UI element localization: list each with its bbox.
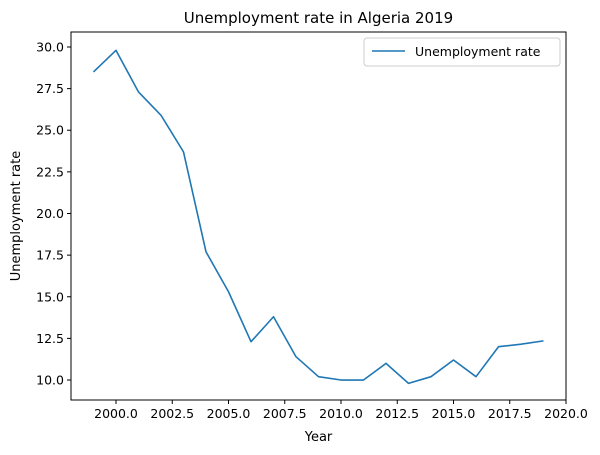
x-axis-ticks: 2000.0 2002.5 2005.0 2007.5 2010.0 2012.5 2015… [94, 400, 588, 421]
x-tick-label: 2010.0 [319, 406, 363, 421]
x-tick-label: 2012.5 [375, 406, 419, 421]
y-tick-label: 12.5 [36, 331, 64, 346]
x-axis-label: Year [304, 430, 333, 445]
legend-label-unemployment-rate: Unemployment rate [415, 44, 541, 59]
y-axis-label: Unemployment rate [9, 151, 24, 281]
plot-area-frame [70, 31, 567, 401]
y-tick-label: 25.0 [36, 123, 64, 138]
y-tick-label: 20.0 [36, 206, 64, 221]
chart-title: Unemployment rate in Algeria 2019 [184, 9, 453, 27]
y-tick-label: 22.5 [36, 164, 64, 179]
x-tick-label: 2000.0 [94, 406, 138, 421]
x-tick-label: 2005.0 [207, 406, 251, 421]
y-tick-label: 10.0 [36, 373, 64, 388]
series-line-unemployment-rate [92, 49, 544, 385]
x-tick-label: 2020.0 [544, 406, 588, 421]
x-tick-label: 2017.5 [488, 406, 532, 421]
y-tick-label: 27.5 [36, 81, 64, 96]
legend: Unemployment rate [363, 37, 561, 67]
x-tick-label: 2002.5 [150, 406, 194, 421]
y-tick-label: 17.5 [36, 248, 64, 263]
y-tick-label: 15.0 [36, 289, 64, 304]
legend-box [363, 37, 561, 67]
y-tick-label: 30.0 [36, 39, 64, 54]
x-tick-label: 2015.0 [432, 406, 476, 421]
x-tick-label: 2007.5 [263, 406, 307, 421]
y-axis-ticks: 10.0 12.5 15.0 17.5 20.0 22.5 25.0 27.5 30.0 [36, 39, 71, 388]
series-layer [92, 49, 544, 385]
